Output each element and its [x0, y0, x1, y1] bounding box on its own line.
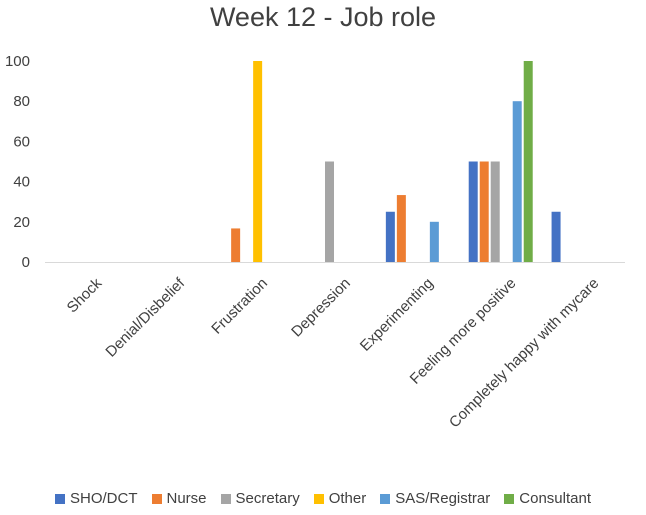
- chart-legend: SHO/DCT Nurse Secretary Other SAS/Registrar C…: [0, 490, 646, 507]
- legend-swatch: [55, 493, 65, 504]
- bar-sho-dct: [551, 211, 561, 262]
- x-tick-label: Experimenting: [357, 275, 437, 355]
- legend-label: SHO/DCT: [70, 490, 138, 507]
- y-tick-label: 20: [13, 214, 30, 231]
- bar-consultant: [523, 61, 533, 262]
- x-tick-label: Frustration: [208, 275, 271, 338]
- y-tick-label: 60: [13, 133, 30, 150]
- legend-item: Nurse: [151, 490, 207, 507]
- bar-nurse: [479, 161, 489, 262]
- legend-item: SHO/DCT: [55, 490, 138, 507]
- bar-sas-registrar: [512, 101, 522, 262]
- bar-sho-dct: [468, 161, 478, 262]
- legend-item: SAS/Registrar: [380, 490, 490, 507]
- x-tick-label: Completely happy with mycare: [446, 275, 602, 431]
- x-tick-label: Depression: [288, 275, 354, 341]
- bar-sho-dct: [385, 211, 395, 262]
- legend-swatch: [313, 493, 324, 504]
- x-tick-label: Shock: [64, 274, 106, 316]
- bar-other: [253, 61, 263, 262]
- legend-item: Consultant: [504, 490, 591, 507]
- chart-title: Week 12 - Job role: [209, 2, 437, 32]
- legend-label: SAS/Registrar: [395, 490, 491, 507]
- y-tick-label: 80: [13, 93, 30, 110]
- legend-swatch: [504, 493, 515, 504]
- legend-item: Secretary: [220, 490, 300, 507]
- y-tick-label: 100: [5, 53, 30, 70]
- y-tick-label: 0: [22, 254, 30, 271]
- legend-label: Nurse: [166, 490, 207, 507]
- legend-swatch: [151, 493, 162, 504]
- bar-secretary: [490, 161, 500, 262]
- legend-label: Other: [328, 490, 367, 507]
- legend-swatch: [380, 493, 391, 504]
- bar-sas-registrar: [429, 221, 439, 262]
- bar-secretary: [325, 161, 334, 262]
- x-tick-label: Denial/Disbelief: [102, 274, 188, 360]
- legend-item: Other: [313, 490, 367, 507]
- legend-label: Consultant: [519, 490, 591, 507]
- y-tick-label: 40: [13, 174, 30, 191]
- bar-nurse: [231, 228, 241, 262]
- bar-nurse: [396, 195, 406, 262]
- legend-swatch: [220, 493, 231, 504]
- legend-label: Secretary: [235, 490, 300, 507]
